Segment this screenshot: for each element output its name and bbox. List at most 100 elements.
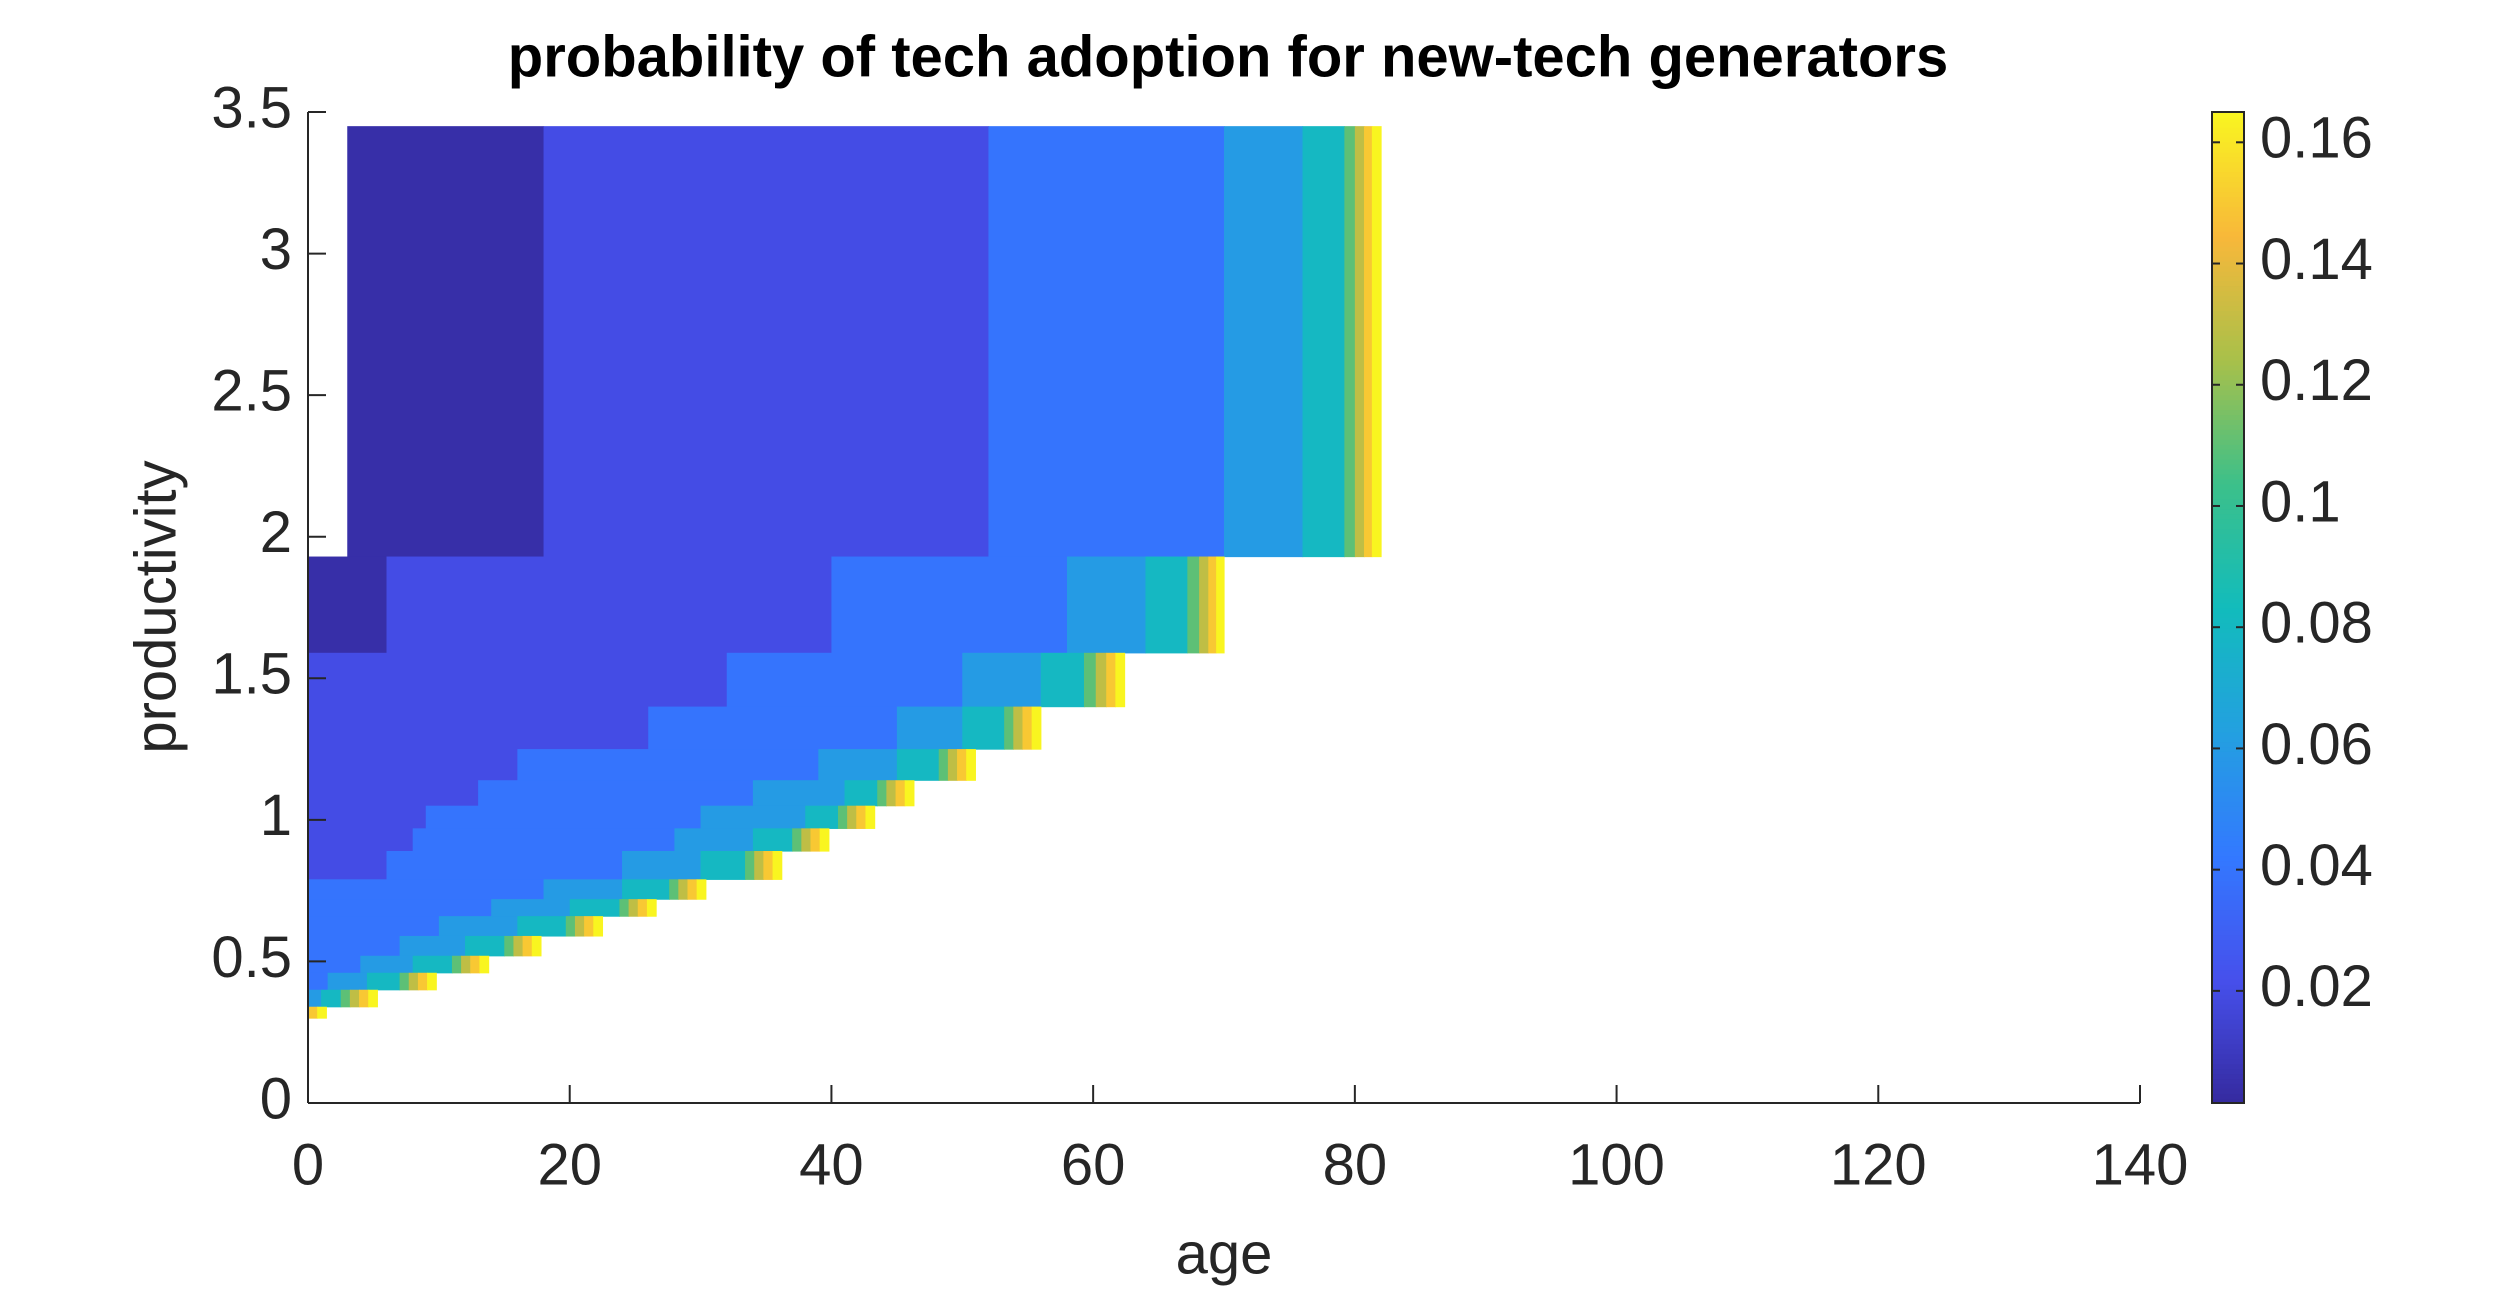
colorbar-swatch [2212, 949, 2244, 956]
heat-cell [637, 899, 648, 917]
colorbar-swatch [2212, 315, 2244, 321]
heat-cell [425, 805, 702, 829]
colorbar-swatch [2212, 979, 2244, 985]
x-tick-label: 40 [799, 1132, 864, 1197]
heat-cell [308, 879, 545, 900]
colorbar-swatch [2212, 463, 2244, 470]
colorbar-swatch [2212, 270, 2244, 277]
colorbar-swatch [2212, 221, 2244, 227]
colorbar-swatch [2212, 250, 2244, 257]
heat-cell [359, 989, 369, 1008]
colorbar-frame [2211, 111, 2245, 1104]
colorbar-swatch [2212, 548, 2244, 554]
colorbar-swatch [2212, 349, 2244, 356]
heat-cell [517, 749, 819, 781]
heat-cell [700, 851, 746, 880]
colorbar-swatch [2212, 726, 2244, 733]
colorbar-swatch [2212, 577, 2244, 584]
colorbar-swatch [2212, 1033, 2244, 1040]
colorbar-swatch [2212, 666, 2244, 673]
heat-cell [317, 1006, 327, 1019]
heat-cell [886, 780, 897, 807]
colorbar-swatch [2212, 260, 2244, 267]
colorbar-swatch [2212, 1043, 2244, 1050]
colorbar-swatch [2212, 305, 2244, 311]
colorbar-swatch [2212, 825, 2244, 832]
colorbar-swatch [2212, 780, 2244, 787]
colorbar-swatch [2212, 1098, 2244, 1104]
heat-cell [938, 749, 949, 781]
colorbar-swatch [2212, 478, 2244, 485]
colorbar-swatch [2212, 409, 2244, 416]
heat-cell [752, 828, 793, 852]
heat-cell [543, 126, 990, 558]
heat-cell [700, 805, 806, 829]
heat-cell [678, 879, 689, 900]
colorbar-swatch [2212, 716, 2244, 723]
colorbar-swatch [2212, 146, 2244, 153]
colorbar-tick-label: 0.16 [2260, 106, 2373, 171]
colorbar-swatch [2212, 914, 2244, 921]
heat-cell [696, 879, 707, 900]
colorbar-swatch [2212, 989, 2244, 995]
colorbar-swatch [2212, 290, 2244, 297]
colorbar-swatch [2212, 1058, 2244, 1065]
colorbar-swatch [2212, 171, 2244, 178]
heat-cell [386, 851, 623, 880]
y-tick-label: 3 [260, 217, 292, 282]
colorbar-swatch [2212, 845, 2244, 852]
heat-cell [1106, 652, 1116, 708]
colorbar-swatch [2212, 969, 2244, 975]
heat-cell [427, 972, 437, 991]
heat-cell [1004, 706, 1014, 750]
heat-cell [1216, 556, 1225, 654]
colorbar-swatch [2212, 582, 2244, 589]
colorbar-swatch [2212, 468, 2244, 475]
heat-cell [622, 879, 670, 900]
x-tick-label: 80 [1323, 1132, 1388, 1197]
colorbar-swatch [2212, 265, 2244, 272]
colorbar-swatch [2212, 206, 2244, 212]
heat-cell [531, 935, 542, 957]
colorbar-swatch [2212, 800, 2244, 807]
y-tick-label: 0.5 [211, 925, 292, 990]
heat-cell [513, 935, 524, 957]
heat-cell [1302, 126, 1345, 558]
heat-cell [904, 780, 915, 807]
colorbar-swatch [2212, 439, 2244, 445]
colorbar-swatch [2212, 518, 2244, 525]
colorbar-swatch [2212, 275, 2244, 282]
colorbar-swatch [2212, 369, 2244, 376]
heat-cell [465, 935, 505, 957]
colorbar-swatch [2212, 592, 2244, 599]
heat-cell [308, 955, 361, 974]
colorbar-swatch [2212, 230, 2244, 237]
colorbar-swatch [2212, 176, 2244, 183]
colorbar-swatch [2212, 894, 2244, 901]
colorbar-swatch [2212, 330, 2244, 336]
heat-cell [368, 989, 378, 1008]
colorbar-swatch [2212, 731, 2244, 738]
colorbar-tick-label: 0.02 [2260, 954, 2373, 1019]
colorbar-swatch [2212, 671, 2244, 678]
colorbar-swatch [2212, 998, 2244, 1005]
heat-cell [543, 879, 623, 900]
heat-cell [818, 749, 898, 781]
colorbar-swatch [2212, 1008, 2244, 1015]
colorbar-swatch [2212, 652, 2244, 658]
colorbar-swatch [2212, 384, 2244, 391]
colorbar-swatch [2212, 429, 2244, 435]
colorbar-swatch [2212, 657, 2244, 663]
colorbar-swatch [2212, 503, 2244, 510]
colorbar-swatch [2212, 662, 2244, 668]
colorbar-swatch [2212, 647, 2244, 653]
heat-cell [438, 916, 518, 937]
colorbar-swatch [2212, 339, 2244, 346]
colorbar-tick-label: 0.12 [2260, 348, 2373, 413]
colorbar-swatch [2212, 1028, 2244, 1035]
colorbar-swatch [2212, 746, 2244, 752]
colorbar-swatch [2212, 686, 2244, 693]
colorbar-swatch [2212, 815, 2244, 822]
colorbar-swatch [2212, 255, 2244, 262]
heat-cell [308, 851, 388, 880]
